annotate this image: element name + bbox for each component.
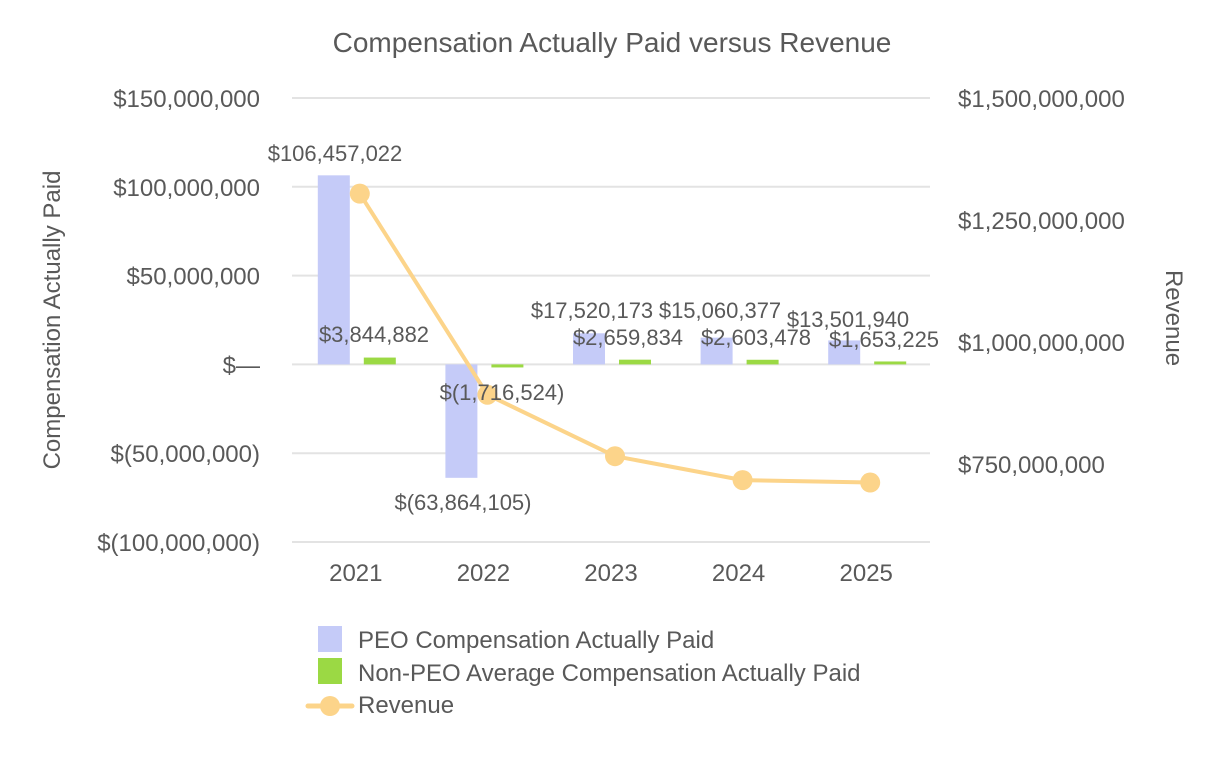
- right-tick-label: $1,250,000,000: [958, 208, 1125, 235]
- data-label-non-peo: $2,603,478: [701, 325, 811, 350]
- data-label-peo: $106,457,022: [268, 141, 403, 166]
- right-axis-title: Revenue: [1160, 270, 1187, 366]
- left-tick-label: $(100,000,000): [97, 530, 260, 557]
- bar-non-peo: [363, 357, 396, 365]
- x-tick-label: 2025: [840, 560, 893, 587]
- legend-label-non-peo: Non-PEO Average Compensation Actually Pa…: [358, 660, 861, 687]
- bar-non-peo: [491, 364, 524, 368]
- revenue-point: [732, 470, 753, 491]
- data-label-non-peo: $3,844,882: [319, 322, 429, 347]
- bar-peo: [828, 340, 861, 365]
- x-tick-label: 2022: [457, 560, 510, 587]
- revenue-point: [349, 183, 370, 204]
- right-tick-label: $1,000,000,000: [958, 330, 1125, 357]
- bar-non-peo: [619, 359, 651, 365]
- x-tick-label: 2021: [329, 560, 382, 587]
- left-tick-label: $150,000,000: [113, 86, 260, 113]
- legend-swatch-non-peo: [318, 658, 342, 684]
- right-axis-ticks: $1,500,000,000 $1,250,000,000 $1,000,000,0…: [958, 86, 1125, 479]
- data-labels: $106,457,022 $3,844,882 $(63,864,105) $(1,7…: [268, 141, 939, 515]
- data-label-non-peo: $(1,716,524): [440, 380, 565, 405]
- revenue-line: [349, 183, 881, 493]
- bar-non-peo: [874, 361, 907, 365]
- legend-label-revenue: Revenue: [358, 692, 454, 719]
- legend: PEO Compensation Actually Paid Non-PEO A…: [305, 626, 861, 719]
- left-axis-ticks: $150,000,000 $100,000,000 $50,000,000 $— $(5…: [97, 86, 260, 557]
- left-tick-label: $50,000,000: [127, 264, 260, 291]
- data-label-non-peo: $2,659,834: [573, 325, 683, 350]
- left-axis-title: Compensation Actually Paid: [39, 171, 66, 470]
- revenue-point: [605, 446, 625, 467]
- revenue-point: [477, 384, 498, 405]
- data-label-peo: $17,520,173: [531, 298, 653, 323]
- left-tick-label: $100,000,000: [113, 175, 260, 202]
- bar-non-peo: [746, 359, 779, 365]
- left-tick-label: $(50,000,000): [111, 441, 260, 468]
- revenue-point: [860, 472, 881, 493]
- x-tick-label: 2023: [584, 560, 637, 587]
- data-label-non-peo: $1,653,225: [829, 327, 939, 352]
- left-tick-label: $—: [223, 352, 260, 379]
- bar-peo: [700, 337, 733, 365]
- bar-peo: [317, 175, 350, 365]
- legend-label-peo: PEO Compensation Actually Paid: [358, 627, 714, 654]
- bar-peo: [445, 364, 478, 478]
- data-label-peo: $(63,864,105): [395, 490, 532, 515]
- legend-marker-revenue: [320, 696, 340, 716]
- right-tick-label: $1,500,000,000: [958, 86, 1125, 113]
- legend-swatch-peo: [318, 626, 342, 652]
- bars: [317, 175, 907, 478]
- x-tick-label: 2024: [712, 560, 765, 587]
- data-label-peo: $13,501,940: [787, 307, 909, 332]
- right-tick-label: $750,000,000: [958, 452, 1105, 479]
- data-label-peo: $15,060,377: [659, 298, 781, 323]
- chart-title: Compensation Actually Paid versus Revenu…: [333, 27, 892, 58]
- bar-peo: [573, 333, 605, 365]
- x-axis-ticks: 2021 2022 2023 2024 2025: [329, 560, 893, 587]
